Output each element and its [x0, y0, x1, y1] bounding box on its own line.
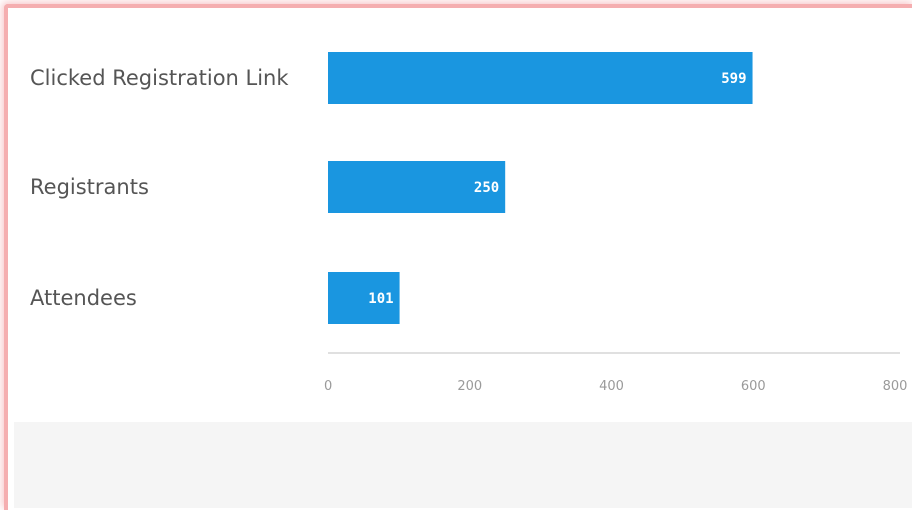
category-labels: Clicked Registration Link Registrants Atte…: [30, 66, 289, 310]
bar-clicked-registration-link[interactable]: [328, 52, 753, 104]
x-tick-label-0: 0: [324, 379, 332, 394]
bar-registrants[interactable]: [328, 161, 506, 213]
data-label-clicked-registration-link: 599: [721, 71, 746, 87]
x-tick-label-200: 200: [457, 379, 482, 394]
x-tick-label-800: 800: [883, 379, 908, 394]
data-label-attendees: 101: [368, 291, 393, 307]
card-footer: [14, 422, 912, 508]
category-label-clicked-registration-link: Clicked Registration Link: [30, 66, 289, 90]
bars: [328, 52, 753, 324]
bar-attendees[interactable]: [328, 272, 400, 324]
x-tick-label-400: 400: [599, 379, 624, 394]
x-tick-label-600: 600: [741, 379, 766, 394]
data-label-registrants: 250: [474, 180, 499, 196]
x-axis-ticks: 0 200 400 600 800: [324, 379, 907, 394]
category-label-registrants: Registrants: [30, 175, 149, 199]
data-labels: 599 250 101: [368, 71, 746, 307]
category-label-attendees: Attendees: [30, 286, 137, 310]
